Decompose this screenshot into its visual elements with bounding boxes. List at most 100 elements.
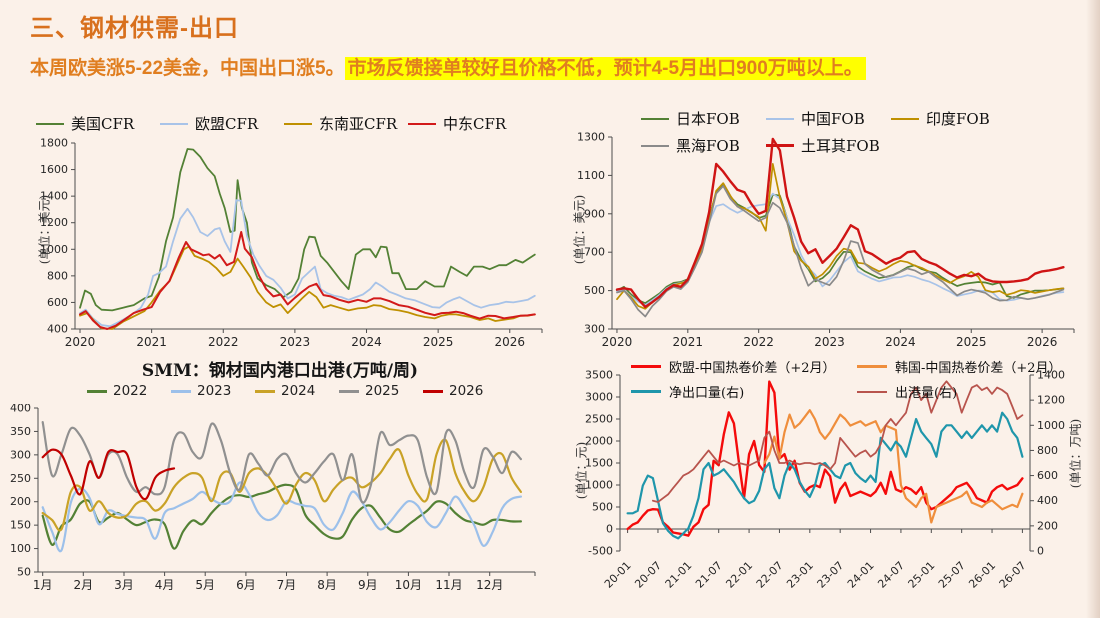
series-土耳其FOB	[615, 137, 1065, 309]
chart-smm-legend: 2022 2023 2024 2025 2026	[0, 383, 560, 399]
y-axis-unit-label: (单位：元)	[574, 441, 589, 500]
legend-line-marker	[255, 389, 275, 393]
legend-line-marker	[87, 389, 107, 393]
legend-item: 出港量(右)	[857, 382, 957, 401]
svg-text:2026: 2026	[494, 335, 525, 349]
svg-text:2021: 2021	[673, 335, 704, 349]
legend-item: 欧盟CFR	[160, 113, 284, 134]
chart-smm-panel: SMM：钢材国内港口出港(万吨/周) 2022 2023 2024 2025 2026 …	[0, 356, 560, 618]
svg-text:1300: 1300	[577, 131, 605, 144]
svg-text:2022: 2022	[208, 335, 239, 349]
legend-item: 中东CFR	[408, 113, 532, 134]
axes	[34, 407, 536, 576]
svg-text:600: 600	[47, 296, 68, 309]
legend-item: 美国CFR	[36, 113, 160, 134]
subtitle-plain-text: 本周欧美涨5-22美金，中国出口涨5。	[30, 58, 345, 79]
legend-label: 印度FOB	[926, 110, 990, 128]
series-欧盟-中国热卷价差（+2月）	[626, 380, 1024, 537]
legend-item: 日本FOB	[641, 108, 766, 129]
legend-item: 2023	[171, 383, 255, 399]
svg-text:200: 200	[1037, 519, 1058, 532]
svg-text:400: 400	[10, 404, 31, 415]
svg-text:2500: 2500	[585, 413, 613, 426]
legend-item: 土耳其FOB	[766, 135, 891, 156]
legend-line-marker	[160, 122, 188, 125]
svg-text:3月: 3月	[114, 578, 134, 592]
svg-text:23-07: 23-07	[815, 559, 847, 591]
svg-text:10月: 10月	[395, 578, 422, 592]
legend-label: 2026	[449, 383, 484, 399]
svg-text:300: 300	[10, 448, 31, 461]
svg-text:2月: 2月	[73, 578, 93, 592]
subtitle-highlighted-text: 市场反馈接单较好且价格不低，预计4-5月出口900万吨以上。	[344, 57, 866, 80]
legend-row: 欧盟-中国热卷价差（+2月） 韩国-中国热卷价差（+2月）	[631, 354, 1062, 379]
svg-text:2023: 2023	[814, 335, 845, 349]
y-axis-unit-label: (单位：美元)	[572, 194, 587, 265]
series-印度FOB	[616, 163, 1065, 310]
svg-text:1200: 1200	[40, 216, 68, 229]
svg-text:2023: 2023	[280, 335, 311, 349]
legend-item: 印度FOB	[891, 108, 1016, 129]
svg-text:1400: 1400	[40, 190, 68, 203]
legend-line-marker	[857, 390, 887, 393]
svg-text:500: 500	[584, 284, 605, 297]
svg-text:12月: 12月	[476, 578, 503, 592]
series-2025	[41, 421, 522, 504]
legend-label: 黑海FOB	[676, 137, 740, 155]
legend-line-marker	[284, 122, 312, 125]
legend-label: 欧盟CFR	[195, 115, 259, 133]
series-2026	[41, 448, 176, 501]
y-axis-unit-label: (单位：美元)	[37, 194, 52, 265]
legend-item: 2026	[423, 383, 507, 399]
svg-text:21-01: 21-01	[663, 559, 695, 591]
svg-text:2020: 2020	[602, 335, 633, 349]
svg-text:1400: 1400	[1037, 369, 1065, 382]
svg-text:26-07: 26-07	[997, 559, 1029, 591]
legend-line-marker	[891, 117, 919, 120]
svg-text:7月: 7月	[277, 578, 297, 592]
legend-label: 2024	[281, 383, 316, 399]
subtitle: 本周欧美涨5-22美金，中国出口涨5。 市场反馈接单较好且价格不低，预计4-5月出…	[30, 53, 866, 80]
legend-row: 2022 2023 2024 2025 2026	[87, 383, 507, 399]
svg-text:25-07: 25-07	[936, 559, 968, 591]
svg-text:400: 400	[1037, 494, 1058, 507]
chart-fob-canvas: 300 500 700 900 1100 1300 2020 2021 2022 2023 2024…	[577, 131, 1075, 349]
legend-item: 2025	[339, 383, 423, 399]
axes	[71, 142, 543, 333]
legend-label: 净出口量(右)	[669, 386, 745, 401]
svg-text:3000: 3000	[585, 391, 613, 404]
svg-text:900: 900	[584, 207, 605, 220]
page-title: 三、钢材供需-出口	[30, 15, 239, 42]
svg-text:5月: 5月	[195, 578, 215, 592]
legend-item: 净出口量(右)	[631, 382, 857, 401]
svg-text:3500: 3500	[585, 369, 613, 382]
series-出港量(右)	[652, 380, 1024, 503]
legend-item: 2022	[87, 383, 171, 399]
svg-text:1600: 1600	[40, 163, 68, 176]
svg-text:1100: 1100	[577, 169, 605, 182]
svg-text:2022: 2022	[743, 335, 774, 349]
chart-cfr-canvas: 400 600 800 1000 1200 1400 1600 1800 2020 2021 202…	[40, 137, 543, 349]
legend-label: 欧盟-中国热卷价差（+2月）	[669, 361, 836, 376]
svg-text:0: 0	[606, 523, 613, 536]
chart-cfr-panel: (单位：美元) 美国CFR 欧盟CFR 东南亚CFR 中东CFR 400 600 800 1…	[28, 103, 550, 351]
svg-text:1500: 1500	[585, 457, 613, 470]
svg-text:11月: 11月	[435, 578, 462, 592]
legend-label: 2022	[113, 383, 148, 399]
legend-item: 2024	[255, 383, 339, 399]
legend-line-marker	[171, 389, 191, 393]
series-中国FOB	[616, 192, 1065, 306]
svg-text:22-01: 22-01	[723, 559, 755, 591]
chart-spread-legend: 欧盟-中国热卷价差（+2月） 韩国-中国热卷价差（+2月） 净出口量(右) 出港量(右…	[631, 354, 1062, 404]
legend-line-marker	[631, 390, 661, 393]
legend-line-marker	[36, 122, 64, 125]
svg-text:2000: 2000	[585, 435, 613, 448]
svg-text:26-01: 26-01	[966, 559, 998, 591]
legend-item: 欧盟-中国热卷价差（+2月）	[631, 357, 857, 376]
axes	[616, 374, 1034, 552]
svg-text:2025: 2025	[423, 335, 454, 349]
legend-label: 日本FOB	[676, 110, 740, 128]
legend-label: 东南亚CFR	[319, 115, 398, 133]
svg-text:23-01: 23-01	[784, 559, 816, 591]
